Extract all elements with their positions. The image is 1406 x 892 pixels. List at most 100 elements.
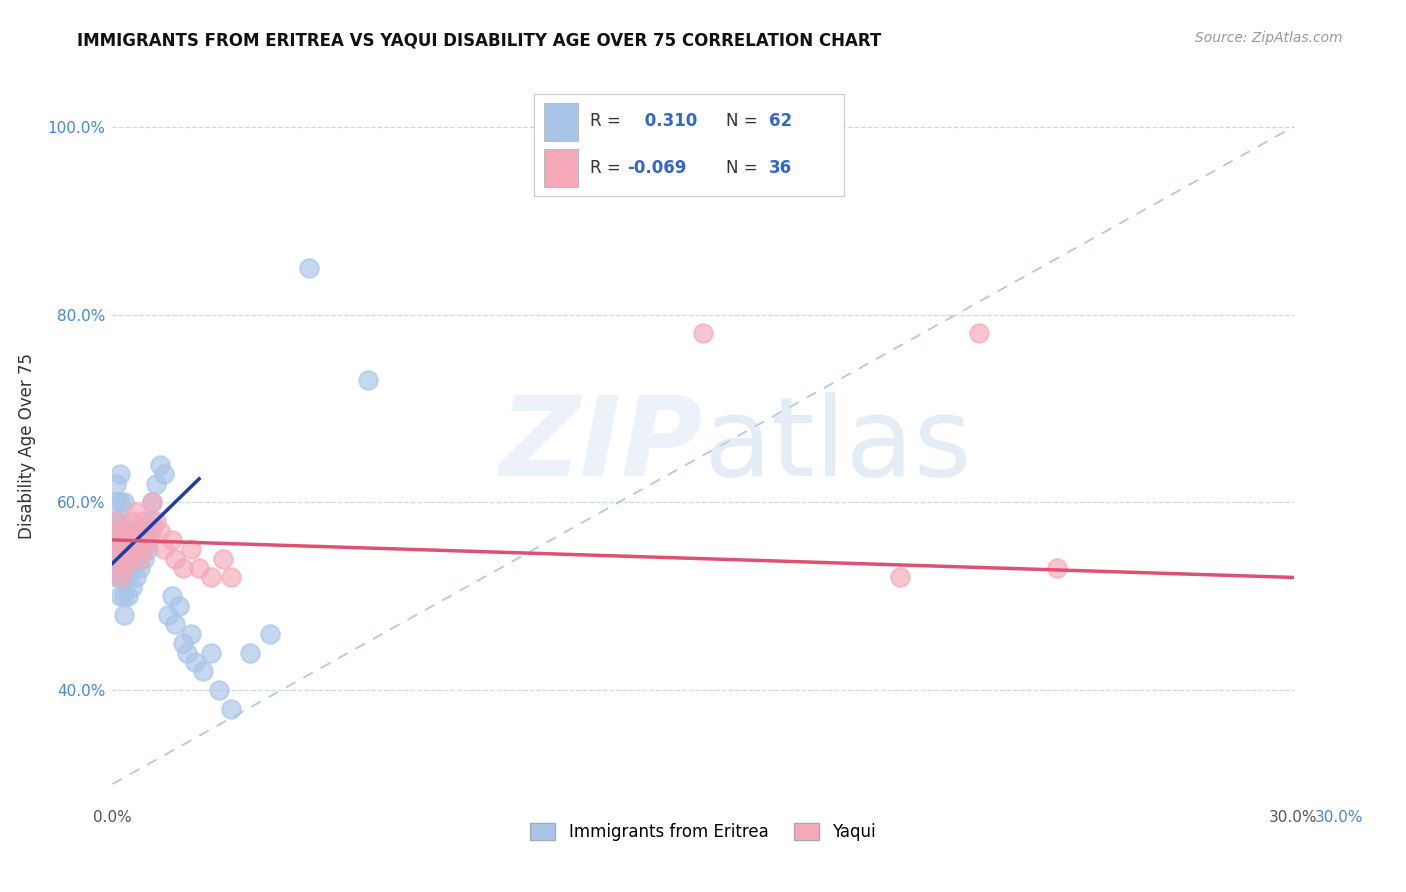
Point <box>125 533 148 547</box>
Point <box>967 326 990 341</box>
Point <box>105 551 128 566</box>
Point <box>121 524 143 538</box>
Point <box>141 514 163 528</box>
Point <box>132 514 155 528</box>
Point <box>112 533 135 547</box>
Point <box>298 260 321 275</box>
Point <box>176 646 198 660</box>
Point <box>110 570 132 584</box>
Point <box>172 636 194 650</box>
Point <box>117 551 139 566</box>
Point <box>191 665 214 679</box>
Point <box>132 533 155 547</box>
Point <box>105 551 128 566</box>
Text: N =: N = <box>725 112 758 130</box>
Point <box>136 533 159 547</box>
Point <box>110 524 132 538</box>
Point <box>110 495 132 509</box>
Point <box>165 617 187 632</box>
Y-axis label: Disability Age Over 75: Disability Age Over 75 <box>18 353 37 539</box>
Point <box>112 495 135 509</box>
Point <box>239 646 262 660</box>
FancyBboxPatch shape <box>544 103 578 141</box>
Point <box>208 683 231 698</box>
Point <box>105 570 128 584</box>
Point <box>110 542 132 557</box>
Point <box>145 476 167 491</box>
Point <box>110 467 132 482</box>
Point <box>112 542 135 557</box>
Point <box>105 476 128 491</box>
Legend: Immigrants from Eritrea, Yaqui: Immigrants from Eritrea, Yaqui <box>524 816 882 848</box>
Point <box>117 551 139 566</box>
Point <box>112 570 135 584</box>
Point <box>156 607 179 622</box>
Point <box>172 561 194 575</box>
Point <box>200 570 222 584</box>
Point <box>110 551 132 566</box>
Point <box>117 589 139 603</box>
Point <box>132 542 155 557</box>
Point <box>1046 561 1069 575</box>
Point <box>200 646 222 660</box>
Point <box>219 570 242 584</box>
Text: 36: 36 <box>769 159 793 177</box>
Point <box>129 561 152 575</box>
Point <box>149 524 172 538</box>
Text: R =: R = <box>591 159 620 177</box>
Point <box>129 524 152 538</box>
Point <box>105 495 128 509</box>
Text: 30.0%: 30.0% <box>1315 810 1362 825</box>
Point <box>117 570 139 584</box>
Point <box>129 551 152 566</box>
Text: 62: 62 <box>769 112 793 130</box>
Point <box>112 524 135 538</box>
Point <box>188 561 211 575</box>
Point <box>110 533 132 547</box>
Point <box>129 542 152 557</box>
Point <box>125 533 148 547</box>
Text: ZIP: ZIP <box>499 392 703 500</box>
Point <box>180 627 202 641</box>
Point <box>112 589 135 603</box>
Point <box>121 542 143 557</box>
Point <box>110 514 132 528</box>
Point <box>152 542 174 557</box>
Text: Source: ZipAtlas.com: Source: ZipAtlas.com <box>1195 31 1343 45</box>
Point <box>110 589 132 603</box>
Point <box>121 580 143 594</box>
Point <box>125 551 148 566</box>
Text: 0.310: 0.310 <box>640 112 697 130</box>
Point <box>110 570 132 584</box>
Point <box>105 514 128 528</box>
Point <box>129 524 152 538</box>
Text: R =: R = <box>591 112 620 130</box>
Point <box>141 495 163 509</box>
Point <box>169 599 191 613</box>
Point <box>110 542 132 557</box>
Point <box>112 607 135 622</box>
Text: atlas: atlas <box>703 392 972 500</box>
Point <box>889 570 911 584</box>
FancyBboxPatch shape <box>544 149 578 187</box>
Point <box>112 561 135 575</box>
Point <box>125 505 148 519</box>
Point <box>149 458 172 472</box>
Point <box>160 533 183 547</box>
Point <box>105 542 128 557</box>
Point <box>211 551 233 566</box>
Point <box>125 570 148 584</box>
Point <box>105 524 128 538</box>
Point <box>105 514 128 528</box>
Point <box>117 533 139 547</box>
Text: N =: N = <box>725 159 758 177</box>
Point <box>136 524 159 538</box>
Point <box>180 542 202 557</box>
Point <box>141 524 163 538</box>
Text: -0.069: -0.069 <box>627 159 686 177</box>
Point <box>121 514 143 528</box>
Point <box>692 326 714 341</box>
Point <box>110 561 132 575</box>
Point <box>112 561 135 575</box>
Point <box>121 542 143 557</box>
